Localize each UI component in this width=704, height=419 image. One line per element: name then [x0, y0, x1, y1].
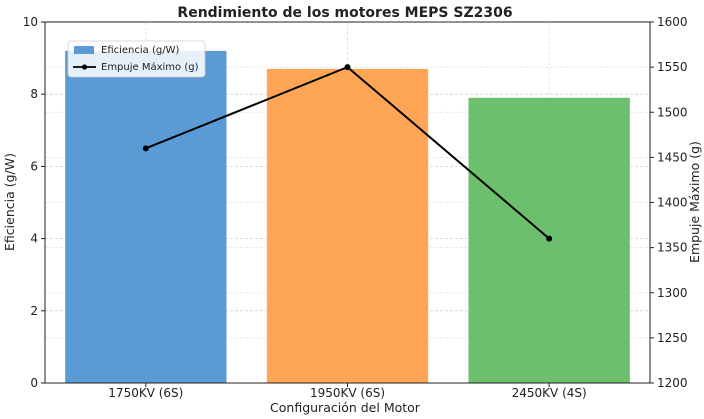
legend-label-thrust: Empuje Máximo (g)	[101, 61, 199, 73]
bar-0	[65, 50, 227, 383]
x-axis-label: Configuración del Motor	[270, 400, 421, 415]
axes: 0 2 4 6 8 10 1200 1250 1300 1350 1400 1450 1500 1550 1…	[23, 15, 688, 400]
y2-tick-label-8: 1600	[657, 15, 688, 29]
line-point-2	[546, 235, 553, 242]
y-tick-label-0: 0	[30, 376, 38, 390]
y2-tick-label-5: 1450	[657, 150, 688, 164]
line-point-1	[344, 64, 351, 71]
y2-tick-label-2: 1300	[657, 286, 688, 300]
line-series	[142, 64, 553, 242]
y2-tick-label-4: 1400	[657, 196, 688, 210]
y2-tick-label-0: 1200	[657, 376, 688, 390]
legend-box	[67, 40, 206, 78]
y-tick-label-4: 8	[30, 87, 38, 101]
y-axis-label: Eficiencia (g/W)	[2, 153, 17, 251]
legend-label-efficiency: Eficiencia (g/W)	[101, 45, 179, 56]
y-tick-label-3: 6	[30, 159, 38, 173]
y2-tick-label-7: 1550	[657, 60, 688, 74]
y-tick-label-2: 4	[30, 232, 38, 246]
x-tick-label-0: 1750KV (6S)	[108, 386, 183, 400]
line-point-0	[142, 145, 149, 152]
chart-title: Rendimiento de los motores MEPS SZ2306	[177, 5, 512, 21]
bars	[65, 50, 630, 384]
bar-1	[266, 68, 429, 384]
y2-tick-label-1: 1250	[657, 331, 688, 345]
x-tick-label-2: 2450KV (4S)	[512, 386, 587, 400]
y2-tick-label-6: 1500	[657, 105, 688, 119]
legend-bar-swatch	[74, 46, 94, 54]
y-tick-label-5: 10	[23, 15, 38, 29]
y2-axis-label: Empuje Máximo (g)	[687, 141, 702, 263]
legend-line-marker	[81, 64, 88, 70]
y2-tick-label-3: 1350	[657, 241, 688, 255]
y-tick-label-1: 2	[30, 304, 38, 318]
legend: Eficiencia (g/W) Empuje Máximo (g)	[67, 40, 206, 78]
x-tick-label-1: 1950KV (6S)	[310, 386, 385, 400]
